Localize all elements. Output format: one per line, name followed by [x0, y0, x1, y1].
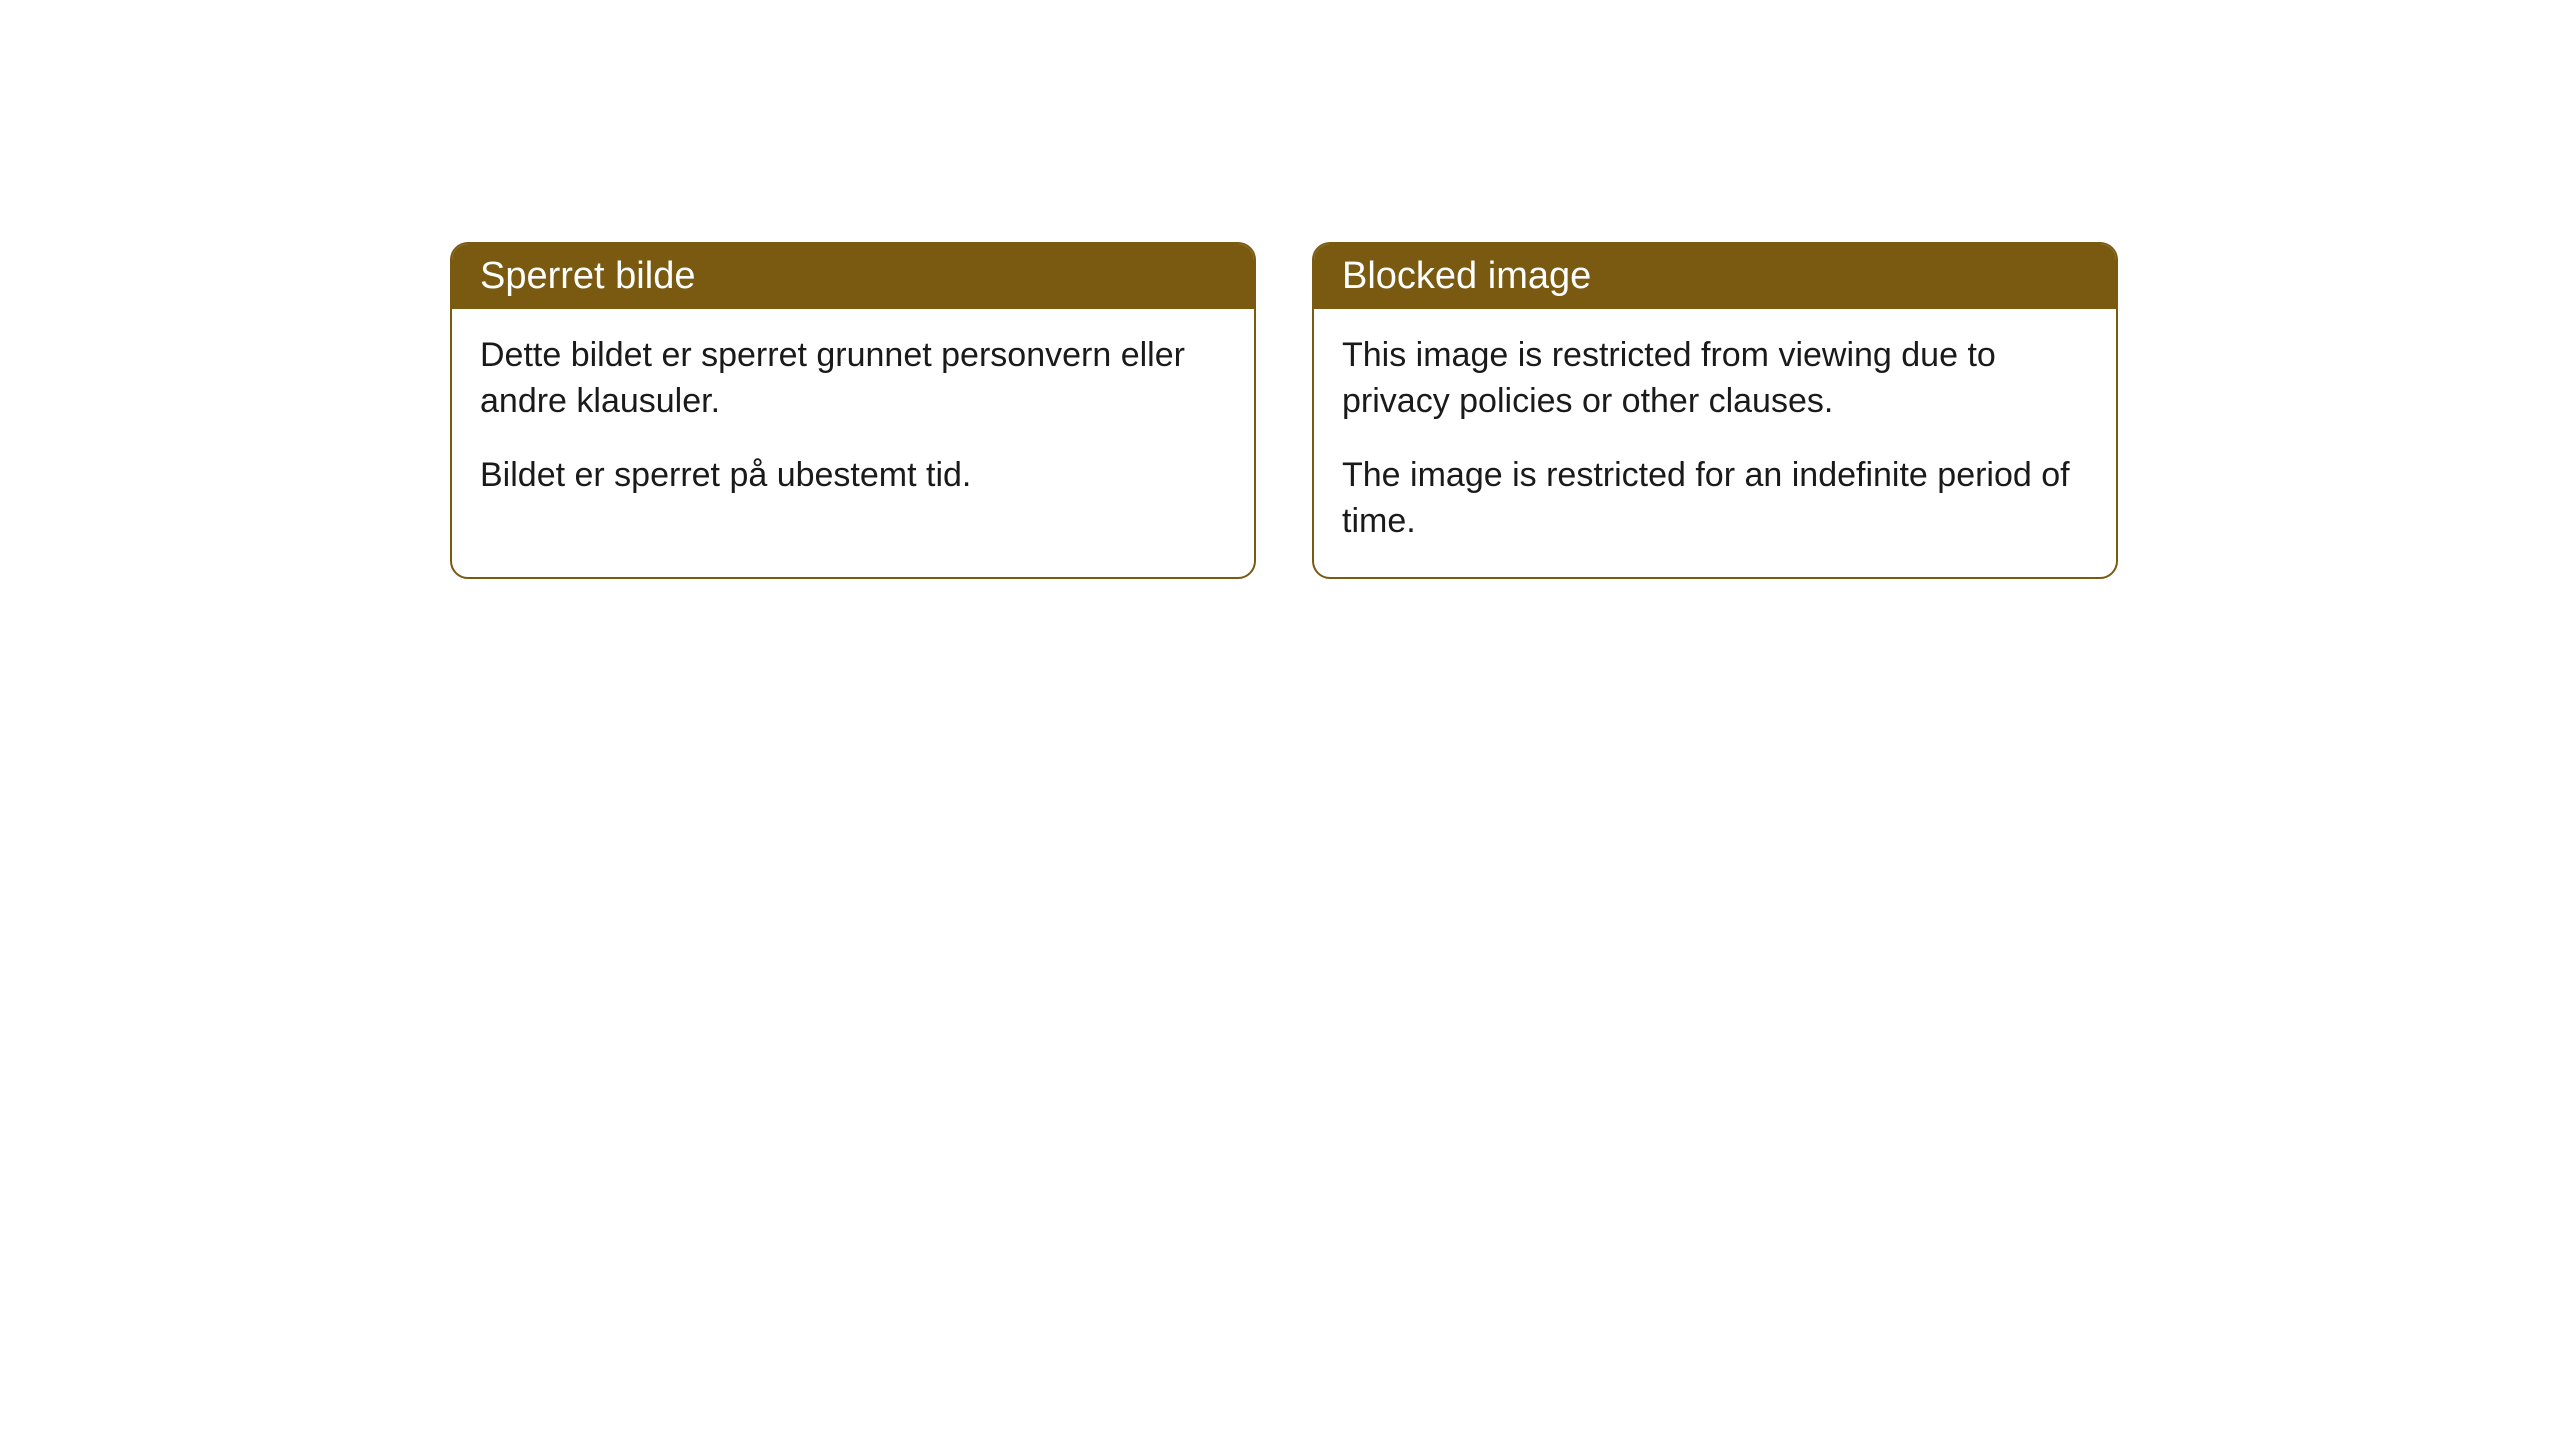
notice-cards-container: Sperret bilde Dette bildet er sperret gr… [450, 242, 2118, 579]
card-body: Dette bildet er sperret grunnet personve… [452, 309, 1254, 531]
card-header: Blocked image [1314, 244, 2116, 309]
card-body: This image is restricted from viewing du… [1314, 309, 2116, 577]
card-text-1: Dette bildet er sperret grunnet personve… [480, 333, 1226, 425]
card-title: Sperret bilde [480, 255, 695, 297]
card-text-1: This image is restricted from viewing du… [1342, 333, 2088, 425]
card-text-2: The image is restricted for an indefinit… [1342, 453, 2088, 545]
blocked-image-card-norwegian: Sperret bilde Dette bildet er sperret gr… [450, 242, 1256, 579]
blocked-image-card-english: Blocked image This image is restricted f… [1312, 242, 2118, 579]
card-title: Blocked image [1342, 255, 1591, 297]
card-header: Sperret bilde [452, 244, 1254, 309]
card-text-2: Bildet er sperret på ubestemt tid. [480, 453, 1226, 499]
